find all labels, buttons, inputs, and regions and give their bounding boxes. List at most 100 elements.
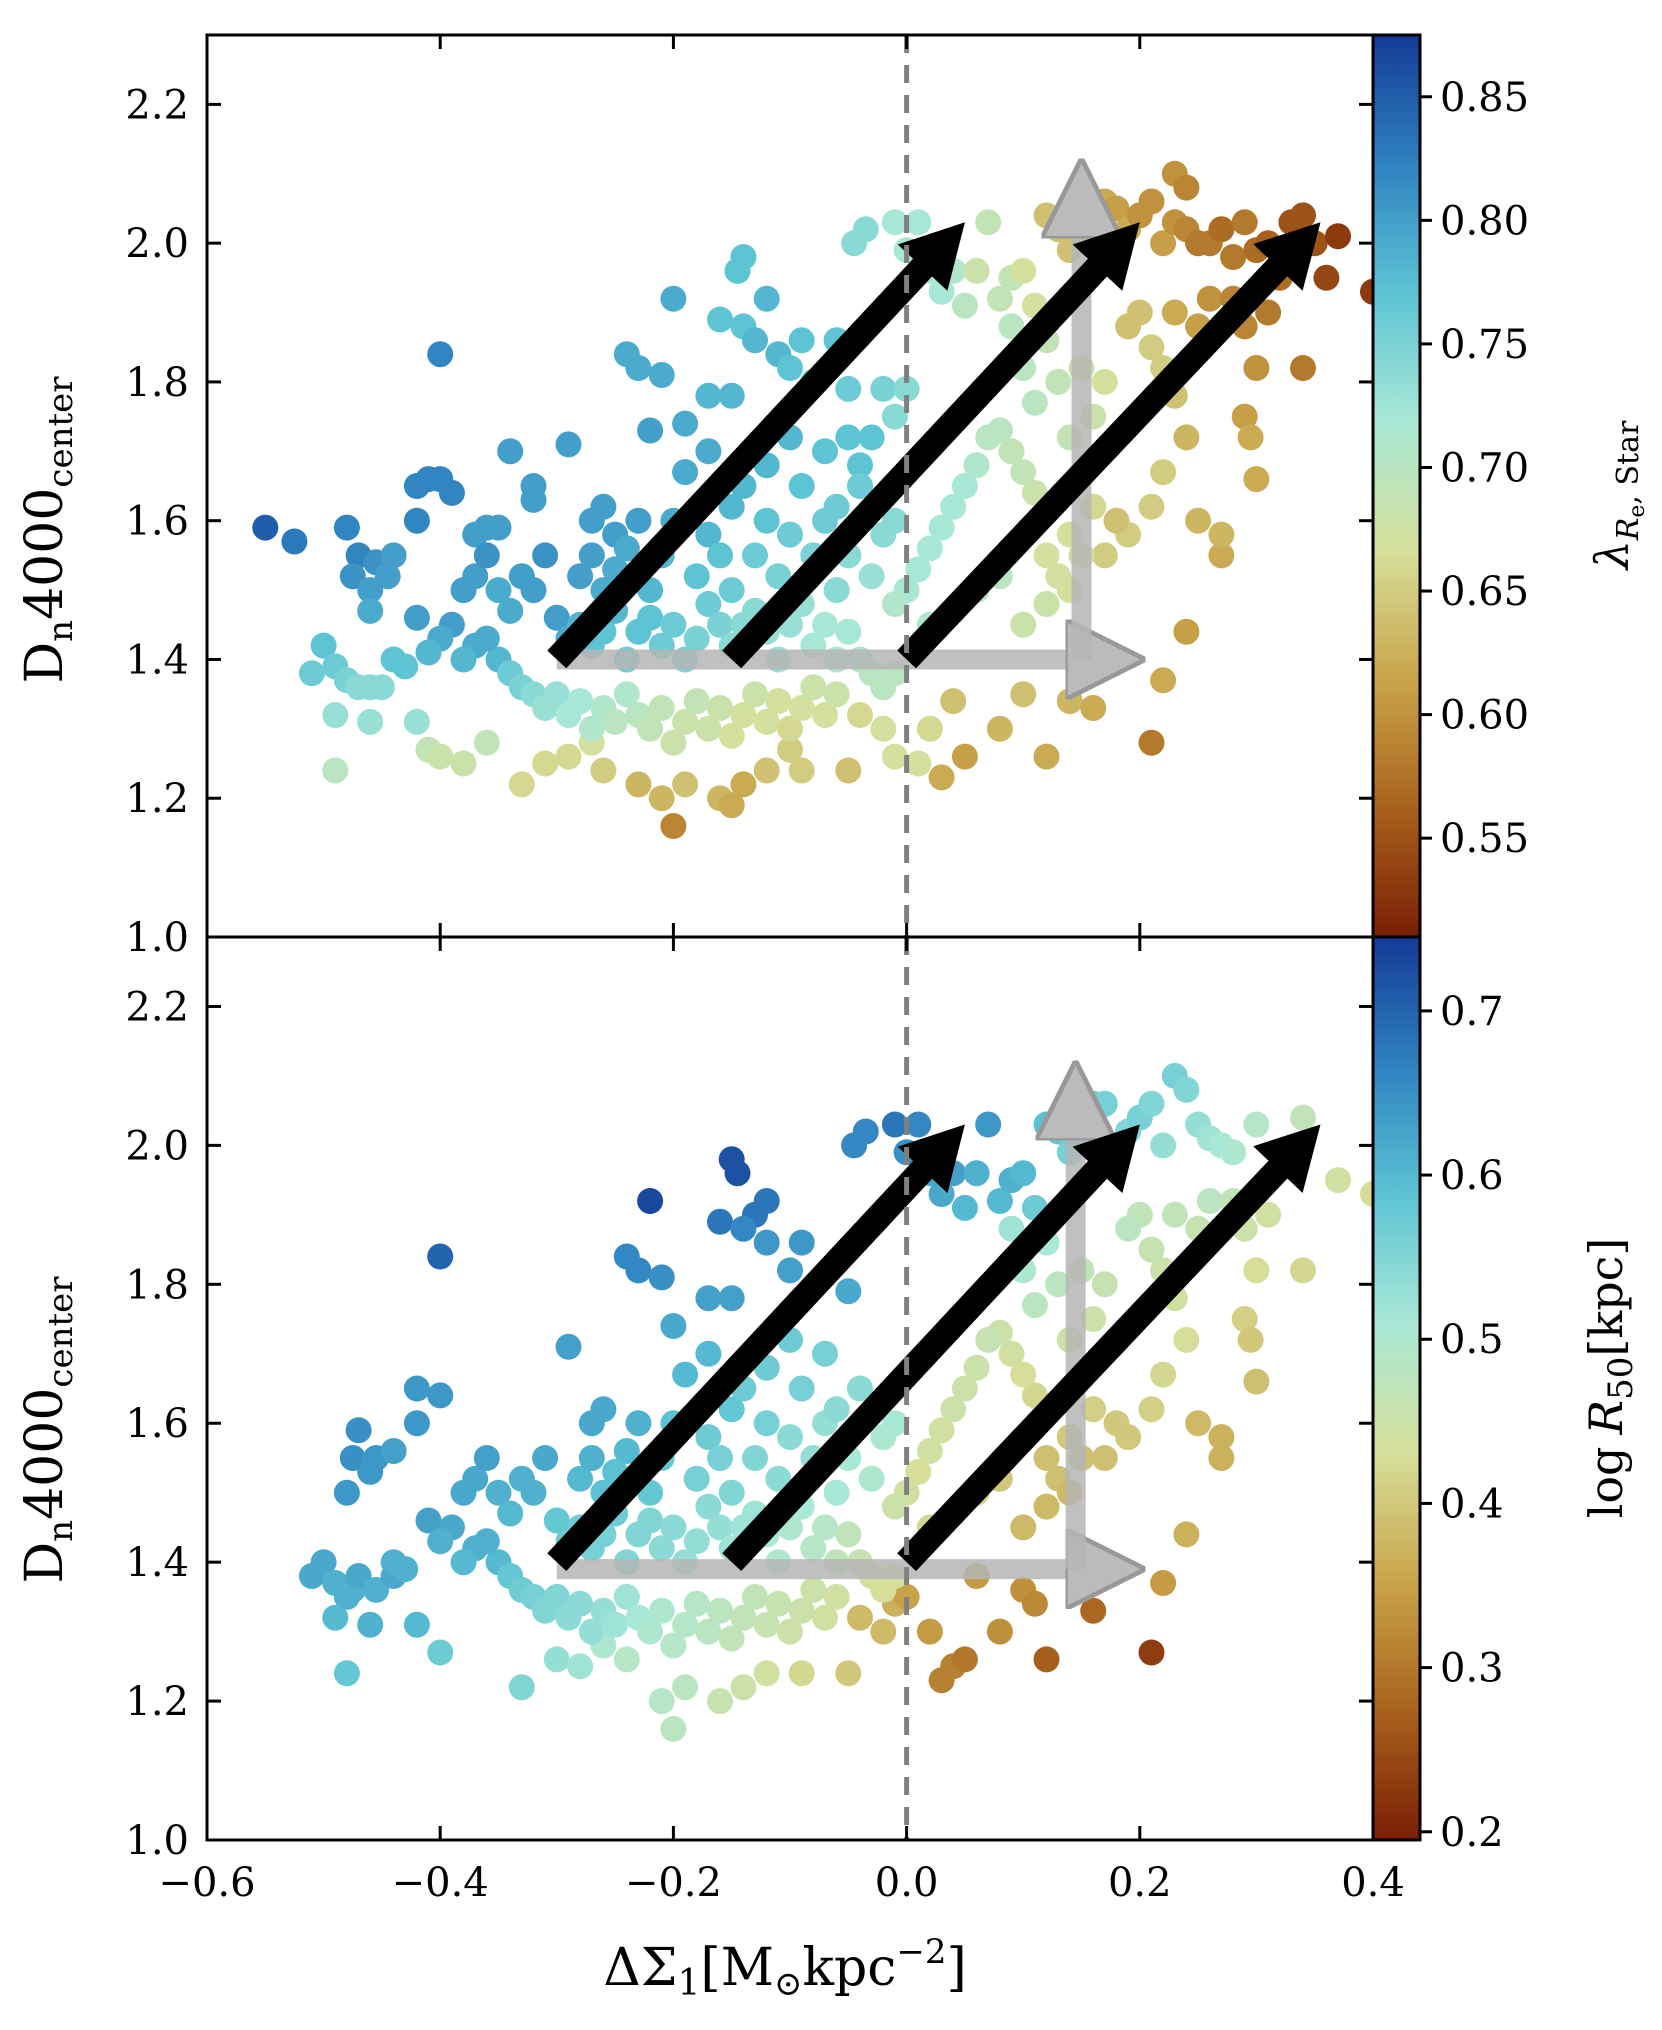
bot-scatter-point <box>672 1674 699 1701</box>
bot-scatter-point <box>1196 1188 1223 1214</box>
top-scatter-point <box>986 715 1013 742</box>
top-panel: 1.0 1.2 1.4 1.6 1.8 2.0 2.2 Dn4000center <box>15 33 1386 961</box>
bot-scatter-point <box>1150 1132 1177 1159</box>
top-scatter-point <box>1325 223 1351 250</box>
top-scatter-point <box>788 695 815 721</box>
bot-scatter-point <box>532 1445 559 1471</box>
bot-scatter-point <box>672 1611 699 1638</box>
top-scatter-point <box>590 493 617 520</box>
top-scatter-point <box>281 528 308 555</box>
top-colorbar-tick-label: 0.75 <box>1440 322 1529 368</box>
bot-y-tick-label: 1.8 <box>125 1262 189 1308</box>
top-scatter-point <box>1255 299 1282 326</box>
bot-scatter-point <box>753 1660 780 1687</box>
bot-scatter-point <box>613 1438 640 1464</box>
bot-scatter-point <box>683 1465 710 1492</box>
bot-scatter-point <box>543 1583 570 1610</box>
top-scatter-point <box>648 695 675 721</box>
bot-scatter-point <box>695 1285 722 1312</box>
bot-trend-arrow <box>722 1124 1140 1571</box>
top-scatter-point <box>310 632 337 659</box>
top-scatter-point <box>660 285 687 312</box>
top-y-tick-label: 1.4 <box>125 637 189 683</box>
top-scatter-point <box>672 771 699 798</box>
top-scatter-point <box>695 591 722 617</box>
top-scatter-point <box>835 424 862 451</box>
bottom-x-ticks: −0.6 −0.4 −0.2 0.0 0.2 0.4 <box>158 1860 1404 1906</box>
bot-scatter-point <box>742 1583 768 1610</box>
top-colorbar-ticks: 0.55 0.60 0.65 0.70 0.75 0.80 0.85 <box>1420 75 1529 862</box>
bot-scatter-point <box>777 1257 803 1284</box>
top-scatter-point <box>928 764 955 791</box>
bot-scatter-point <box>427 1639 454 1666</box>
bot-scatter-point <box>1173 1326 1200 1353</box>
top-scatter-point <box>427 341 454 368</box>
bot-scatter-point <box>765 1590 792 1617</box>
bot-scatter-point <box>613 1646 640 1673</box>
xlabel-close: ] <box>947 1938 967 1998</box>
top-scatter-point <box>357 597 384 624</box>
top-scatter-point <box>753 507 780 534</box>
bot-scatter-point <box>788 1660 815 1687</box>
top-scatter-point <box>905 556 932 583</box>
bot-scatter-point <box>648 1688 675 1715</box>
top-scatter-point <box>870 715 897 742</box>
top-scatter-point <box>916 715 943 742</box>
bot-colorbar-tick-label: 0.6 <box>1440 1153 1504 1199</box>
bot-scatter-point <box>403 1410 430 1437</box>
bot-scatter-point <box>1091 1271 1118 1298</box>
bot-scatter-point <box>1021 1292 1048 1319</box>
top-scatter-point <box>1080 695 1107 721</box>
top-scatter-point <box>462 521 489 548</box>
bot-scatter-point <box>975 1326 1002 1353</box>
top-cblabel-subsub: e <box>1625 505 1650 518</box>
top-ylabel-main: D <box>15 642 75 684</box>
top-scatter-point <box>374 563 401 590</box>
x-tick-label: −0.4 <box>392 1860 489 1906</box>
bot-colorbar-tick-label: 0.3 <box>1440 1646 1504 1692</box>
bot-scatter-point <box>1243 1368 1270 1395</box>
top-scatter-point <box>858 563 885 590</box>
bot-scatter-point <box>916 1618 943 1645</box>
top-scatter-point <box>578 542 605 569</box>
top-scatter-point <box>718 722 745 749</box>
top-scatter-point <box>742 327 768 354</box>
bot-scatter-point <box>637 1618 664 1645</box>
top-scatter-point <box>940 493 967 520</box>
top-y-ticks: 1.0 1.2 1.4 1.6 1.8 2.0 2.2 <box>125 82 1373 961</box>
bot-scatter-point <box>823 1396 850 1423</box>
top-scatter-point <box>1056 688 1083 715</box>
bot-scatter-point <box>707 1597 733 1624</box>
bot-scatter-point <box>1231 1306 1258 1332</box>
top-scatter-point <box>1150 230 1177 257</box>
top-scatter-point <box>788 757 815 784</box>
bot-scatter-point <box>788 1597 815 1624</box>
bottom-colorbar-gradient <box>1371 935 1422 1842</box>
bot-scatter-point <box>473 1445 500 1471</box>
bot-scatter-point <box>718 1625 745 1652</box>
top-scatter-point <box>707 306 733 333</box>
top-scatter-point <box>847 452 873 479</box>
top-colorbar-label: λRe, Star <box>1585 420 1650 571</box>
top-scatter-point <box>1243 355 1270 381</box>
top-scatter-point <box>812 611 838 638</box>
top-scatter-point <box>1138 729 1165 756</box>
xlabel-main: ΔΣ <box>603 1938 677 1998</box>
top-scatter-point <box>438 479 465 506</box>
top-scatter-point <box>707 695 733 721</box>
top-scatter-point <box>368 674 395 701</box>
top-scatter-point <box>881 743 908 770</box>
top-ylabel-mid: 4000 <box>15 488 75 620</box>
bot-scatter-point <box>788 1375 815 1402</box>
top-scatter-point <box>1161 299 1188 326</box>
bottom-scatter-points <box>298 1062 1386 1742</box>
top-colorbar-tick-label: 0.55 <box>1440 816 1529 862</box>
top-scatter-point <box>403 708 430 735</box>
top-trend-arrows <box>547 222 1321 669</box>
top-scatter-point <box>357 577 384 604</box>
bot-scatter-point <box>508 1674 535 1701</box>
bot-scatter-point <box>427 1528 454 1555</box>
bot-scatter-point <box>683 1528 710 1555</box>
xlabel-unit: kpc <box>802 1938 896 1998</box>
top-colorbar-tick-label: 0.70 <box>1440 445 1529 491</box>
